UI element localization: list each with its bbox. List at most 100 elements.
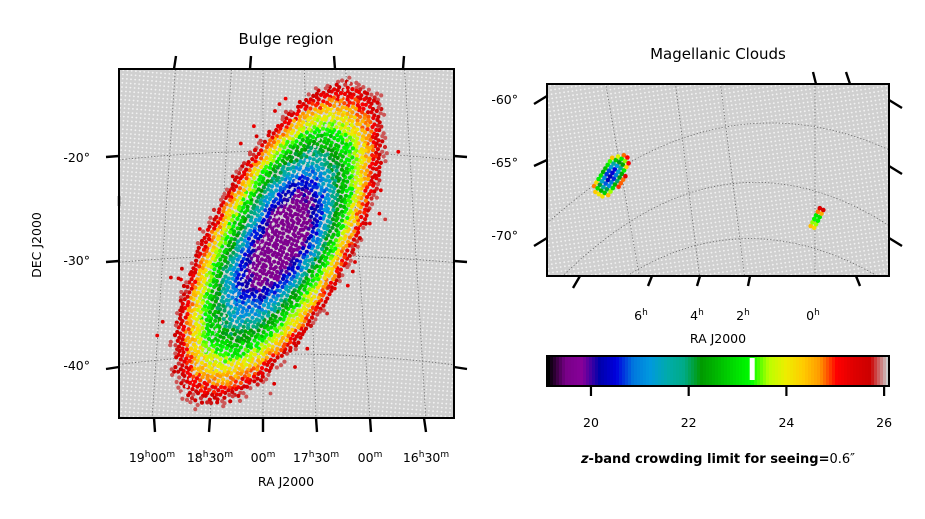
sky-field-565 (128, 415, 131, 418)
sky-field-1331 (196, 96, 198, 99)
sky-field-1322 (166, 414, 169, 416)
sky-field-3851 (293, 407, 296, 410)
sky-field-2337 (248, 71, 251, 73)
sky-field-3522 (306, 88, 309, 91)
sky-field-1693 (204, 198, 207, 200)
sky-field-467 (128, 356, 131, 359)
sky-field-1218 (168, 334, 171, 337)
sky-field-4780 (339, 411, 342, 413)
sky-field-2188 (233, 158, 236, 161)
sky-field-1157 (189, 78, 191, 81)
sky-field-1017 (171, 199, 173, 202)
sky-field-1935 (220, 157, 223, 160)
sky-field-4426 (327, 347, 330, 349)
sky-field-935 (166, 207, 168, 210)
sky-field-1576 (179, 411, 182, 413)
sky-field-1373 (182, 272, 184, 274)
sky-field-332 (141, 146, 144, 149)
sky-field-2248 (213, 409, 216, 412)
sky-field-385 (123, 368, 126, 371)
sky-field-326 (143, 121, 146, 124)
sky-field-544 (135, 327, 138, 330)
sky-field-454 (133, 301, 136, 304)
sky-field-261 (133, 196, 136, 199)
sky-field-1942 (218, 186, 221, 189)
sky-field-810 (143, 387, 146, 389)
sky-field-1343 (192, 146, 194, 149)
sky-field-286 (124, 301, 127, 304)
sky-field-1591 (206, 122, 209, 125)
sky-field-4676 (341, 327, 344, 329)
sky-field-1086 (180, 137, 183, 140)
sky-field-2258 (242, 95, 245, 98)
sky-field-699 (148, 273, 151, 276)
sky-field-1241 (193, 75, 196, 77)
sky-field-711 (144, 323, 147, 326)
sky-field-2375 (236, 230, 238, 232)
sky-field-4360 (349, 70, 352, 73)
sky-field-2518 (253, 117, 256, 120)
sky-field-1154 (190, 66, 192, 68)
sky-field-622 (141, 302, 144, 305)
sky-field-3264 (294, 74, 297, 77)
sky-field-907 (175, 90, 178, 93)
sky-field-2687 (261, 122, 264, 125)
sky-field-3343 (268, 405, 270, 408)
sky-field-4944 (349, 395, 351, 397)
sky-field-803 (145, 357, 148, 360)
sky-field-791 (149, 307, 152, 310)
sky-field-2679 (264, 89, 266, 91)
sky-field-2849 (271, 98, 274, 100)
sky-field-1934 (221, 153, 223, 155)
sky-field-1443 (191, 209, 194, 212)
sky-field-4087 (311, 341, 314, 344)
sky-field-3185 (288, 99, 291, 102)
sky-field-255 (135, 171, 138, 174)
sky-field-323 (144, 109, 147, 111)
sky-field-1049 (160, 333, 163, 336)
sky-field-241 (140, 112, 142, 115)
sky-field-538 (137, 302, 140, 305)
sky-field-573 (158, 97, 160, 100)
sky-field-4185 (310, 400, 313, 403)
sky-field-616 (143, 277, 146, 280)
sky-field-1837 (221, 98, 224, 101)
sky-field-3427 (272, 401, 275, 404)
sky-field-4248 (322, 312, 324, 315)
sky-field-1778 (208, 202, 211, 205)
sky-field-4758 (346, 319, 349, 321)
sky-field-4357 (318, 413, 320, 416)
sky-field-1749 (218, 81, 221, 83)
sky-field-393 (121, 402, 123, 404)
sky-field-972 (153, 362, 156, 365)
sky-field-4581 (341, 284, 343, 287)
sky-field-3442 (300, 108, 303, 111)
sky-field-690 (151, 236, 154, 238)
sky-field-890 (148, 370, 151, 373)
sky-field-298 (120, 351, 123, 354)
sky-field-697 (148, 265, 151, 268)
sky-field-4425 (328, 342, 330, 345)
sky-field-497 (151, 130, 154, 133)
sky-field-1201 (174, 263, 177, 265)
sky-field-4508 (332, 334, 335, 337)
sky-field-4499 (335, 297, 338, 299)
sky-field-1840 (220, 110, 223, 113)
sky-field-877 (153, 316, 156, 318)
sky-field-3939 (328, 73, 331, 75)
sky-field-4350 (320, 384, 323, 387)
sky-field-2510 (256, 84, 258, 87)
sky-field-874 (154, 303, 157, 306)
sky-field-2686 (261, 118, 264, 121)
sky-field-2840 (242, 411, 245, 414)
sky-field-2935 (275, 106, 278, 109)
sky-field-4600 (334, 364, 337, 367)
sky-field-1320 (167, 405, 169, 408)
sky-field-2597 (259, 97, 262, 99)
sky-field-2168 (240, 74, 242, 77)
sky-field-821 (172, 81, 174, 84)
sky-field-1360 (186, 217, 189, 220)
sky-field-936 (165, 211, 168, 214)
sky-field-1089 (179, 149, 182, 152)
sky-field-2333 (217, 409, 220, 412)
